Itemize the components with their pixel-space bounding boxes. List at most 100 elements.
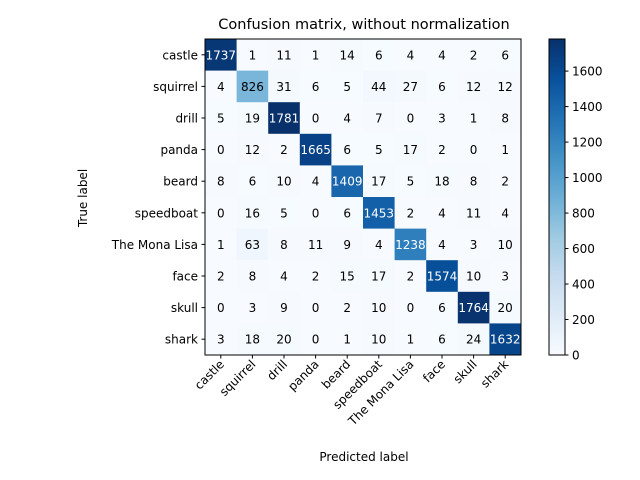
- cell-value-label: 19: [245, 112, 260, 126]
- heatmap-cell: [394, 197, 427, 230]
- heatmap-cell: [236, 133, 269, 166]
- heatmap-cell: [426, 39, 459, 72]
- heatmap-cell: [268, 291, 301, 324]
- heatmap-cell: [426, 133, 459, 166]
- cell-value-label: 8: [470, 175, 478, 189]
- cell-value-label: 11: [466, 206, 481, 220]
- heatmap-cell: [331, 70, 364, 103]
- heatmap-cell: [236, 70, 269, 103]
- cell-value-label: 0: [217, 301, 225, 315]
- heatmap-cell: [457, 197, 490, 230]
- cell-value-label: 9: [343, 238, 351, 252]
- cell-value-label: 1: [343, 333, 351, 347]
- cell-value-label: 10: [371, 301, 386, 315]
- heatmap-cell: [394, 133, 427, 166]
- heatmap-cell: [489, 39, 522, 72]
- cell-value-label: 11: [308, 238, 323, 252]
- cell-value-label: 1238: [395, 238, 426, 252]
- cell-value-label: 6: [249, 175, 257, 189]
- cell-value-label: 12: [498, 80, 513, 94]
- heatmap-cell: [236, 228, 269, 261]
- cell-value-label: 17: [371, 175, 386, 189]
- cell-value-label: 4: [438, 206, 446, 220]
- heatmap-cell: [236, 102, 269, 135]
- heatmap-cell: [205, 133, 238, 166]
- heatmap-cell: [394, 228, 427, 261]
- cell-value-label: 0: [312, 333, 320, 347]
- x-tick-label: shark: [478, 357, 511, 390]
- heatmap-cell: [236, 197, 269, 230]
- heatmap-cell: [457, 39, 490, 72]
- heatmap-cell: [268, 165, 301, 198]
- cell-value-label: 20: [276, 333, 291, 347]
- cell-value-label: 1409: [332, 175, 363, 189]
- heatmap-cell: [457, 323, 490, 356]
- heatmap-cell: [489, 70, 522, 103]
- y-tick-label: skull: [171, 301, 198, 315]
- cell-value-label: 1764: [458, 301, 489, 315]
- colorbar-tick-label: 400: [572, 278, 595, 292]
- heatmap-cell: [299, 133, 332, 166]
- colorbar-tick-label: 800: [572, 207, 595, 221]
- cell-value-label: 1737: [206, 48, 237, 62]
- heatmap-cell-labels: 1737 1 11 1 14 6 4 4 2 64 826 31 6 5 44 27 6 12 125 19 1781 0…: [206, 48, 521, 346]
- heatmap-cell: [299, 70, 332, 103]
- cell-value-label: 2: [407, 270, 415, 284]
- heatmap-cell: [236, 323, 269, 356]
- heatmap-cell: [363, 70, 396, 103]
- heatmap-cell: [426, 291, 459, 324]
- y-tick-label: face: [172, 270, 198, 284]
- heatmap-cell: [205, 228, 238, 261]
- y-tick-label: shark: [165, 333, 198, 347]
- cell-value-label: 3: [438, 112, 446, 126]
- x-tick-label: drill: [264, 357, 290, 383]
- cell-value-label: 0: [470, 143, 478, 157]
- heatmap-cell: [268, 197, 301, 230]
- heatmap-cell: [489, 197, 522, 230]
- cell-value-label: 14: [340, 48, 355, 62]
- heatmap-cell: [268, 260, 301, 293]
- cell-value-label: 8: [217, 175, 225, 189]
- y-axis-ticks: castle squirrel drill panda beard speedboat Th…: [111, 48, 205, 347]
- heatmap-cell: [489, 165, 522, 198]
- heatmap-cell: [394, 291, 427, 324]
- heatmap-cell: [363, 39, 396, 72]
- cell-value-label: 4: [343, 112, 351, 126]
- heatmap-cell: [457, 260, 490, 293]
- heatmap-cell: [299, 165, 332, 198]
- cell-value-label: 0: [407, 301, 415, 315]
- colorbar-tick-label: 1200: [572, 136, 603, 150]
- heatmap-cell: [489, 323, 522, 356]
- heatmap-cell: [299, 323, 332, 356]
- cell-value-label: 1: [249, 48, 257, 62]
- cell-value-label: 4: [407, 48, 415, 62]
- cell-value-label: 10: [466, 270, 481, 284]
- heatmap-cell: [331, 260, 364, 293]
- cell-value-label: 8: [501, 112, 509, 126]
- heatmap-cell: [457, 165, 490, 198]
- heatmap-cell: [489, 228, 522, 261]
- heatmap-cell: [489, 260, 522, 293]
- cell-value-label: 4: [438, 238, 446, 252]
- heatmap-cell: [489, 133, 522, 166]
- y-axis-label: True label: [76, 169, 90, 228]
- cell-value-label: 4: [438, 48, 446, 62]
- cell-value-label: 10: [371, 333, 386, 347]
- cell-value-label: 1: [470, 112, 478, 126]
- cell-value-label: 6: [438, 80, 446, 94]
- heatmap-cell: [299, 39, 332, 72]
- heatmap-cell: [236, 165, 269, 198]
- cell-value-label: 9: [280, 301, 288, 315]
- cell-value-label: 0: [312, 112, 320, 126]
- y-tick-label: squirrel: [153, 80, 198, 94]
- cell-value-label: 5: [343, 80, 351, 94]
- heatmap-cell: [426, 165, 459, 198]
- cell-value-label: 6: [312, 80, 320, 94]
- cell-value-label: 6: [343, 206, 351, 220]
- heatmap-cell: [299, 291, 332, 324]
- cell-value-label: 4: [312, 175, 320, 189]
- cell-value-label: 12: [466, 80, 481, 94]
- heatmap-cell: [331, 291, 364, 324]
- cell-value-label: 1: [501, 143, 509, 157]
- cell-value-label: 31: [276, 80, 291, 94]
